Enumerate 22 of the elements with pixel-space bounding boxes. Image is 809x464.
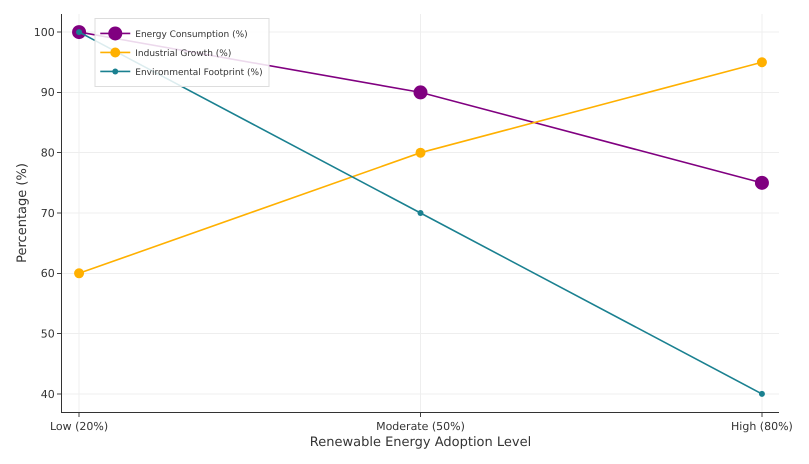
y-tick-label: 60 [40,267,55,280]
y-tick-label: 70 [40,206,55,220]
y-tick-label: 50 [40,327,55,340]
y-tick-label: 90 [40,86,55,100]
legend-label: Industrial Growth (%) [135,48,232,59]
point [416,148,426,158]
y-tick-label: 40 [40,388,55,401]
legend-label: Environmental Footprint (%) [135,68,263,78]
y-tick-label: 100 [34,26,55,39]
x-axis-title: Renewable Energy Adoption Level [310,434,532,450]
point [756,57,767,68]
point [74,268,84,278]
y-tick-label: 80 [40,146,55,160]
point [754,176,769,190]
x-tick-label: Moderate (50%) [376,420,465,434]
point [414,85,428,100]
point [758,390,765,397]
point [418,210,424,216]
x-tick-label: Low (20%) [50,420,108,434]
x-tick-label: High (80%) [731,420,793,434]
y-axis-title: Percentage (%) [15,163,30,263]
legend-label: Energy Consumption (%) [135,30,248,40]
